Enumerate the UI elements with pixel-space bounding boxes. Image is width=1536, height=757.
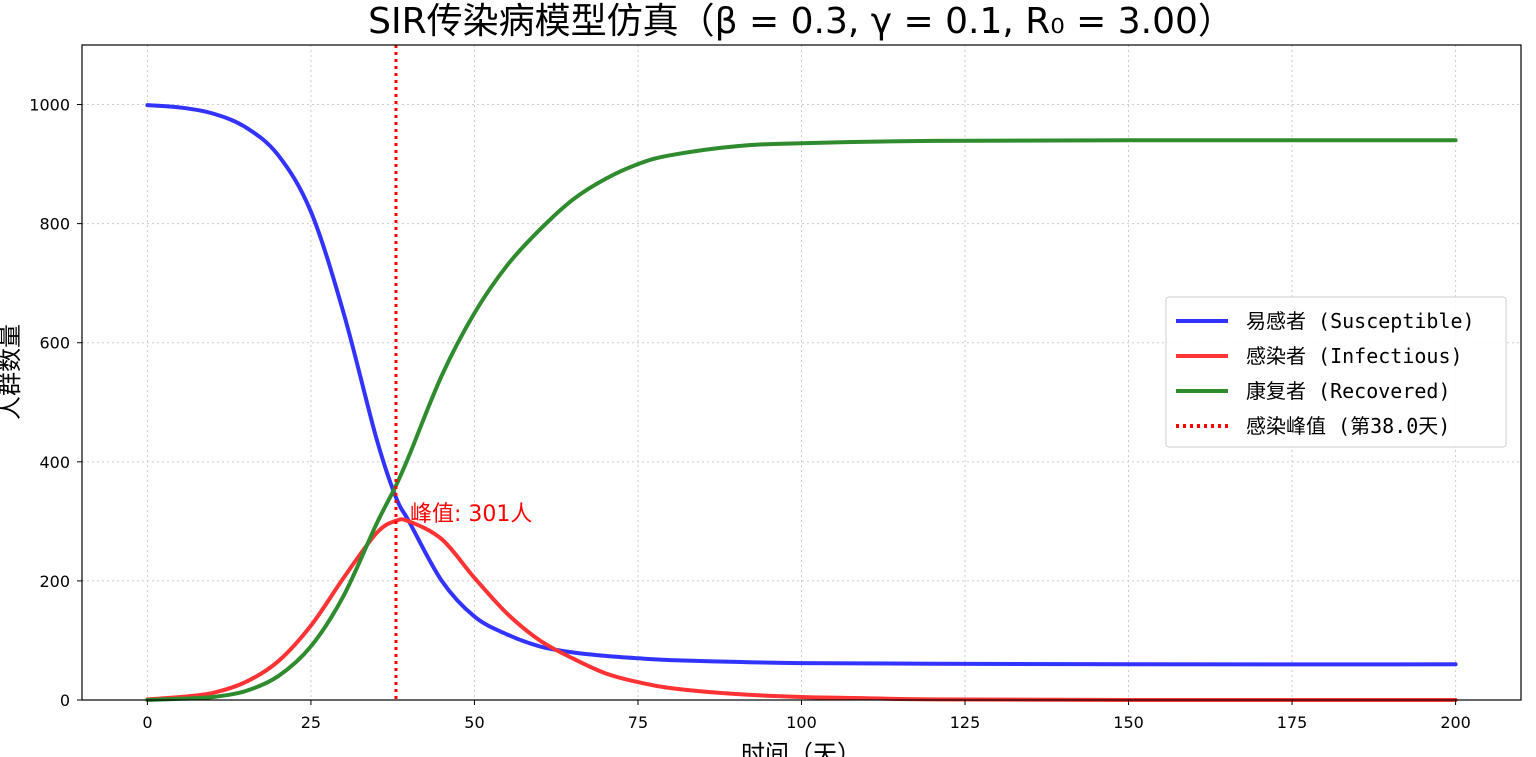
y-tick-label: 200 [39, 572, 70, 591]
recovered-line [145, 138, 1458, 702]
x-tick-label: 75 [628, 713, 648, 732]
legend-label: 感染峰值 (第38.0天) [1246, 414, 1450, 438]
x-tick-label: 150 [1113, 713, 1144, 732]
grid-layer [82, 45, 1521, 701]
legend-item-peak: 感染峰值 (第38.0天) [1176, 414, 1450, 438]
chart-title: SIR传染病模型仿真（β = 0.3, γ = 0.1, R₀ = 3.00） [368, 1, 1234, 42]
infectious-line [145, 517, 1458, 703]
series-layer [145, 103, 1458, 703]
peak-annotation: 峰值: 301人 [410, 502, 532, 527]
legend-item-infectious: 感染者 (Infectious) [1176, 344, 1463, 368]
legend-label: 康复者 (Recovered) [1246, 379, 1451, 403]
legend-box [1165, 296, 1507, 448]
y-tick-label: 600 [39, 334, 70, 353]
y-tick-label: 0 [60, 691, 70, 710]
x-tick-label: 175 [1277, 713, 1308, 732]
x-tick-label: 100 [786, 713, 817, 732]
x-tick-label: 125 [950, 713, 981, 732]
legend-label: 易感者 (Susceptible) [1246, 309, 1475, 333]
legend-item-recovered: 康复者 (Recovered) [1176, 379, 1451, 403]
legend-item-susceptible: 易感者 (Susceptible) [1176, 309, 1475, 333]
tick-layer: 0 25 50 75 100 125 150 175 200 0 200 400 600 800 1000 [29, 96, 1471, 732]
y-axis-label: 人群数量 [0, 324, 24, 420]
susceptible-line [145, 103, 1458, 667]
y-tick-label: 800 [39, 215, 70, 234]
y-tick-label: 1000 [29, 96, 70, 115]
x-tick-label: 200 [1440, 713, 1471, 732]
x-tick-label: 0 [142, 713, 152, 732]
x-axis-label: 时间（天） [741, 740, 861, 757]
x-tick-label: 25 [301, 713, 321, 732]
x-tick-label: 50 [464, 713, 484, 732]
legend: 易感者 (Susceptible) 感染者 (Infectious) 康复者 (Re… [1165, 296, 1507, 448]
legend-label: 感染者 (Infectious) [1246, 344, 1463, 368]
y-tick-label: 400 [39, 453, 70, 472]
